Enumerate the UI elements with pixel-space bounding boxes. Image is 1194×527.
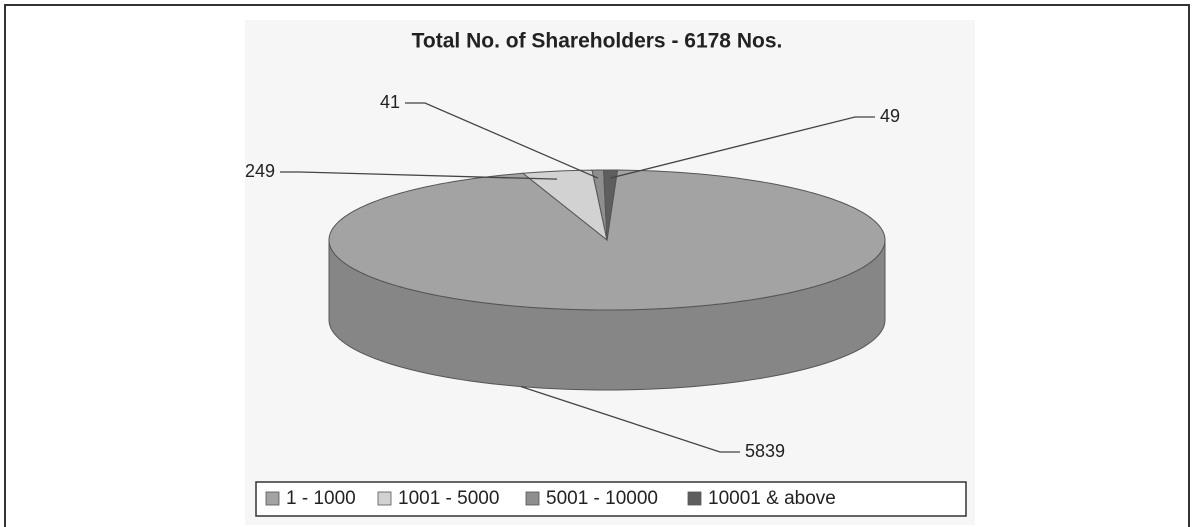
pie-slice [521,169,608,242]
leader-line [520,385,740,453]
data-label: 49 [880,106,900,126]
legend-label: 10001 & above [708,488,836,509]
legend-swatch [265,491,280,506]
leader-line [280,171,558,180]
legend-swatch [377,491,392,506]
legend-label: 5001 - 10000 [546,488,658,509]
chart-title: Total No. of Shareholders - 6178 Nos. [412,30,783,53]
data-label: 5839 [745,441,785,461]
legend-swatch [687,491,702,506]
legend [255,481,967,517]
legend-label: 1 - 1000 [286,488,356,509]
legend-swatch [525,491,540,506]
legend-label: 1001 - 5000 [398,488,499,509]
data-label: 41 [380,92,400,112]
leader-line [405,102,599,179]
data-label: 249 [245,161,275,181]
pie-slice [603,169,619,241]
leader-line [610,116,875,179]
